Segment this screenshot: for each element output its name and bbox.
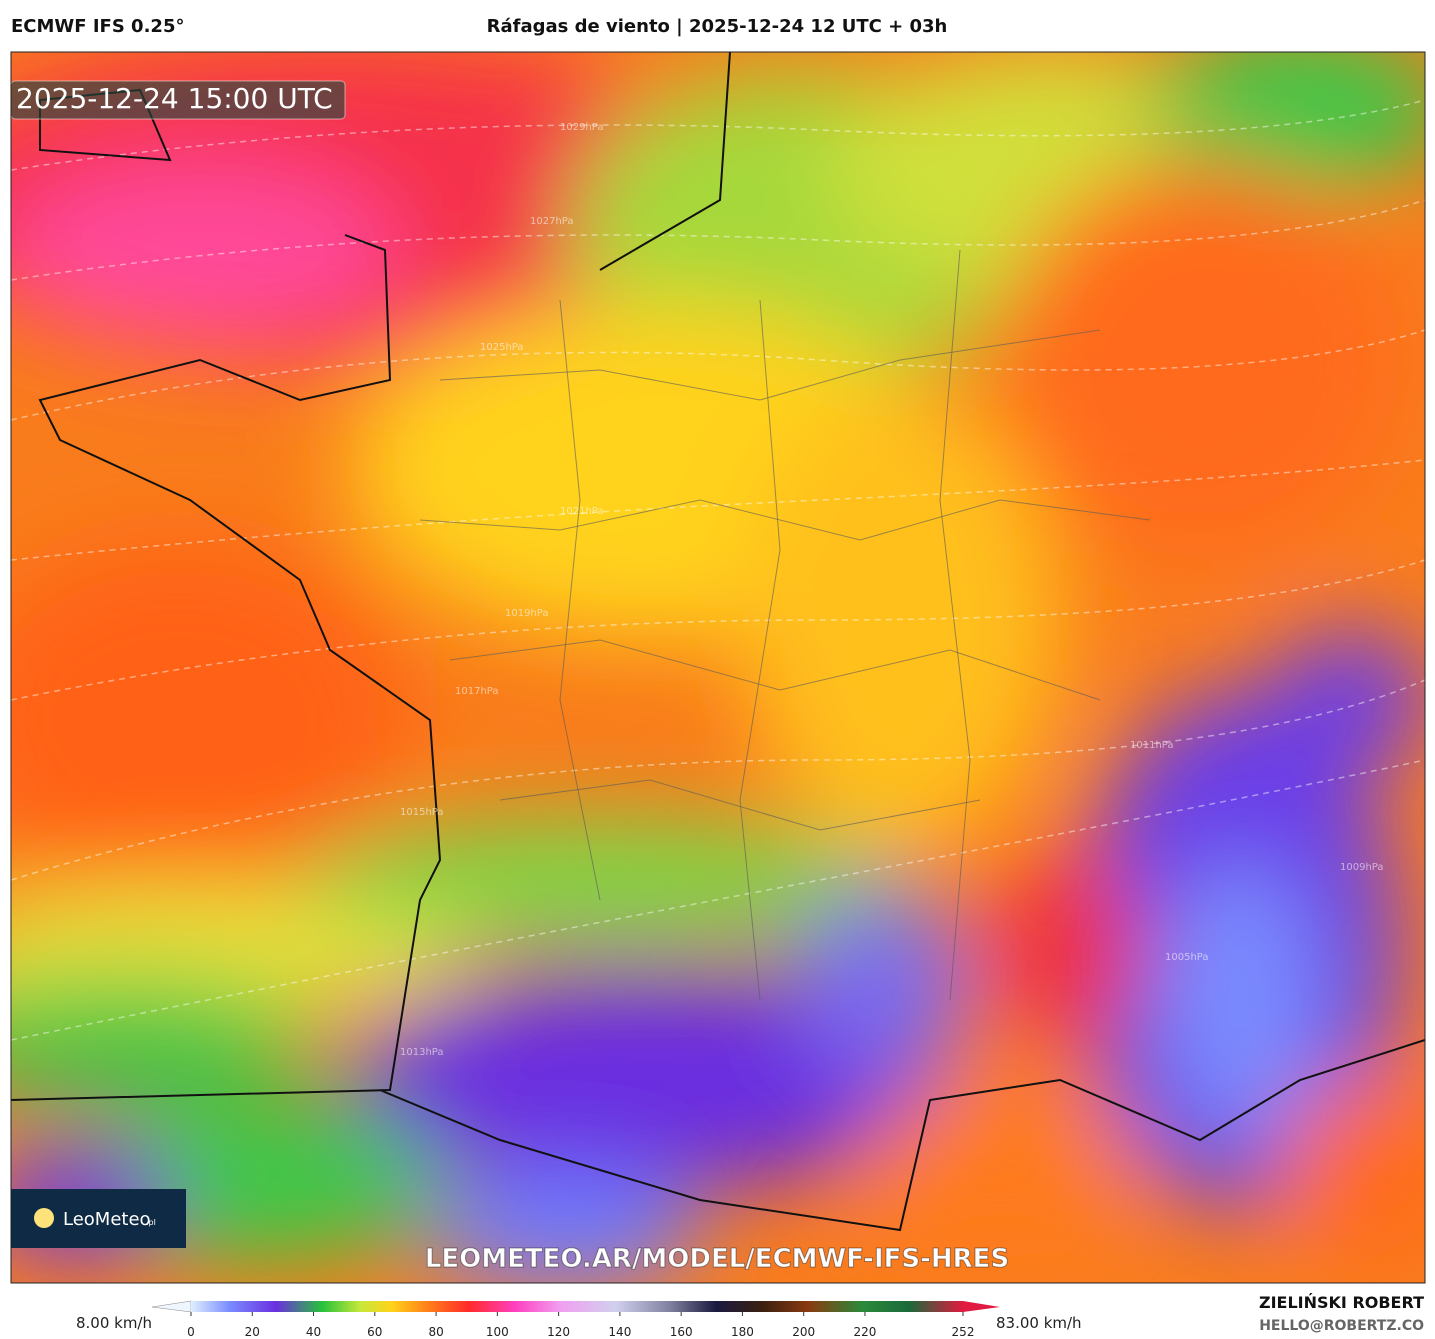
- isobar-label: 1005hPa: [1165, 952, 1209, 963]
- colorbar: [191, 1301, 963, 1312]
- colorbar-tick-label: 220: [854, 1325, 877, 1339]
- isobar-label: 1017hPa: [455, 686, 499, 697]
- legend-max: 83.00 km/h: [996, 1314, 1082, 1332]
- colorbar-tick-label: 252: [952, 1325, 975, 1339]
- colorbar-tick-label: 20: [245, 1325, 260, 1339]
- isobar-label: 1019hPa: [505, 608, 549, 619]
- isobar-label: 1015hPa: [400, 807, 444, 818]
- map: 1029hPa 1027hPa 1025hPa 1021hPa 1019hPa 1017h…: [11, 52, 1425, 1283]
- isobar-label: 1025hPa: [480, 342, 524, 353]
- email: HELLO@ROBERTZ.CO: [1259, 1318, 1424, 1334]
- logo-suffix: .pl: [146, 1218, 156, 1227]
- author: ZIELIŃSKI ROBERT: [1259, 1293, 1424, 1312]
- colorbar-tick-label: 40: [306, 1325, 321, 1339]
- colorbar-tick-label: 120: [547, 1325, 570, 1339]
- colorbar-tick-label: 200: [792, 1325, 815, 1339]
- timestamp: 2025-12-24 15:00 UTC: [16, 82, 333, 115]
- isobar-label: 1029hPa: [560, 122, 604, 133]
- model-name: ECMWF IFS 0.25°: [11, 16, 184, 37]
- isobar-label: 1009hPa: [1340, 862, 1384, 873]
- colorbar-tick-label: 160: [670, 1325, 693, 1339]
- isobar-label: 1027hPa: [530, 216, 574, 227]
- logo: LeoMeteo: [63, 1209, 151, 1230]
- colorbar-tick-label: 140: [608, 1325, 631, 1339]
- map-title: Ráfagas de viento | 2025-12-24 12 UTC + …: [487, 16, 948, 37]
- isobar-label: 1021hPa: [560, 506, 604, 517]
- isobar-label: 1013hPa: [400, 1047, 444, 1058]
- colorbar-tick-label: 0: [187, 1325, 195, 1339]
- colorbar-tick-label: 100: [486, 1325, 509, 1339]
- colorbar-tick-label: 180: [731, 1325, 754, 1339]
- legend-min: 8.00 km/h: [76, 1314, 152, 1332]
- colorbar-tick-label: 80: [428, 1325, 443, 1339]
- watermark: LEOMETEO.AR/MODEL/ECMWF-IFS-HRES: [425, 1244, 1009, 1274]
- isobar-label: 1011hPa: [1130, 740, 1174, 751]
- colorbar-tick-label: 60: [367, 1325, 382, 1339]
